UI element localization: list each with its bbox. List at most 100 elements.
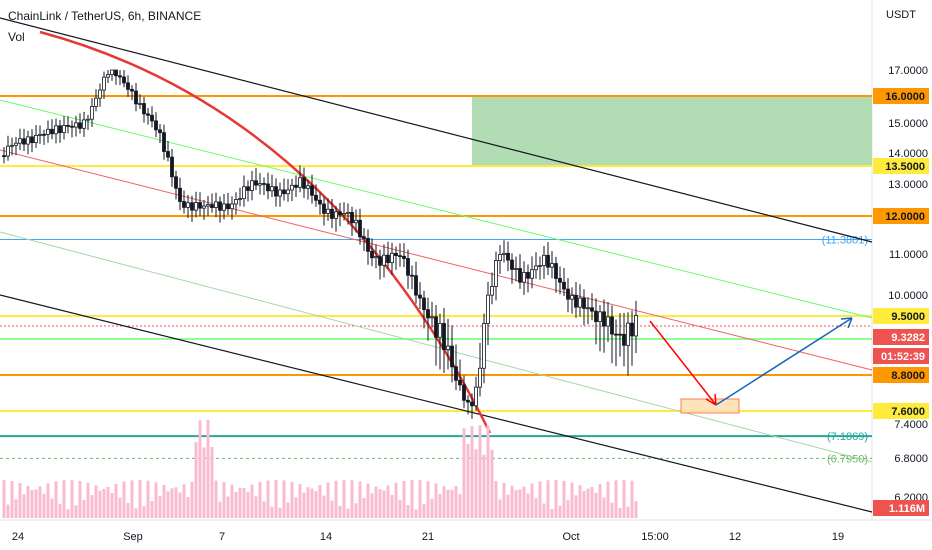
candle[interactable] (250, 180, 254, 191)
candle[interactable] (58, 125, 62, 134)
candle[interactable] (434, 316, 438, 338)
candle[interactable] (206, 204, 210, 207)
candle[interactable] (426, 309, 430, 319)
candle[interactable] (562, 281, 566, 290)
red-trend-line[interactable] (0, 149, 873, 371)
candle[interactable] (254, 180, 258, 186)
candle[interactable] (530, 269, 534, 279)
candle[interactable] (502, 252, 506, 255)
last-price-badge[interactable] (873, 329, 929, 345)
candle[interactable] (630, 322, 634, 337)
candle[interactable] (618, 333, 622, 336)
target-zone[interactable] (472, 95, 872, 166)
candle[interactable] (2, 155, 6, 158)
candle[interactable] (74, 122, 78, 128)
candle[interactable] (114, 69, 118, 77)
candle[interactable] (346, 212, 350, 214)
candle[interactable] (370, 250, 374, 259)
candle[interactable] (366, 238, 370, 252)
candle[interactable] (10, 144, 14, 147)
candle[interactable] (526, 272, 530, 279)
candle[interactable] (402, 255, 406, 259)
candle[interactable] (410, 274, 414, 277)
candle[interactable] (518, 268, 522, 283)
candle[interactable] (534, 265, 538, 271)
candle[interactable] (382, 254, 386, 266)
candle[interactable] (342, 213, 346, 216)
candle[interactable] (106, 74, 110, 78)
candle[interactable] (110, 69, 114, 75)
candle[interactable] (234, 199, 238, 205)
candle[interactable] (566, 288, 570, 300)
candle[interactable] (470, 401, 474, 407)
candle[interactable] (286, 189, 290, 195)
candle[interactable] (598, 311, 602, 322)
candle[interactable] (338, 211, 342, 216)
candle[interactable] (154, 120, 158, 131)
candle[interactable] (290, 184, 294, 191)
candle[interactable] (490, 286, 494, 296)
candle[interactable] (362, 236, 366, 239)
candle[interactable] (474, 386, 478, 407)
candle[interactable] (538, 265, 542, 267)
candle[interactable] (310, 185, 314, 196)
candle[interactable] (542, 254, 546, 266)
candle[interactable] (454, 366, 458, 381)
candle[interactable] (610, 316, 614, 335)
candle[interactable] (150, 114, 154, 122)
candle[interactable] (574, 295, 578, 308)
candle[interactable] (318, 199, 322, 205)
candle[interactable] (278, 189, 282, 197)
candle[interactable] (194, 202, 198, 211)
candle[interactable] (578, 297, 582, 308)
candle[interactable] (482, 323, 486, 369)
candle[interactable] (34, 134, 38, 144)
candle[interactable] (478, 367, 482, 388)
candle[interactable] (218, 201, 222, 211)
candle[interactable] (262, 183, 266, 185)
level-badge[interactable] (873, 403, 929, 419)
candle[interactable] (50, 128, 54, 135)
candle[interactable] (446, 345, 450, 351)
candle[interactable] (246, 186, 250, 191)
candle[interactable] (582, 297, 586, 309)
candle[interactable] (314, 194, 318, 201)
candle[interactable] (510, 259, 514, 270)
candle[interactable] (594, 310, 598, 322)
candle[interactable] (122, 76, 126, 84)
candle[interactable] (158, 129, 162, 134)
candle[interactable] (258, 183, 262, 186)
candle[interactable] (626, 322, 630, 346)
candle[interactable] (554, 263, 558, 279)
candle[interactable] (86, 118, 90, 121)
candle[interactable] (462, 384, 466, 401)
candle[interactable] (146, 113, 150, 116)
candle[interactable] (82, 119, 86, 129)
candle[interactable] (102, 76, 106, 91)
candle[interactable] (302, 177, 306, 189)
candle[interactable] (78, 122, 82, 129)
candle[interactable] (558, 278, 562, 283)
candle[interactable] (242, 186, 246, 200)
candle[interactable] (174, 176, 178, 189)
candle[interactable] (414, 275, 418, 296)
candle[interactable] (22, 138, 26, 145)
channel-bottom-line[interactable] (0, 294, 873, 513)
candle[interactable] (210, 204, 214, 208)
candle[interactable] (142, 103, 146, 115)
candle[interactable] (326, 208, 330, 214)
candle[interactable] (38, 133, 42, 136)
candle[interactable] (330, 208, 334, 219)
candle[interactable] (6, 145, 10, 157)
candle[interactable] (506, 252, 510, 261)
candle[interactable] (266, 183, 270, 192)
up-arrow-line[interactable] (715, 317, 853, 406)
candle[interactable] (358, 219, 362, 238)
candle[interactable] (438, 323, 442, 338)
candle[interactable] (622, 333, 626, 346)
candle[interactable] (182, 201, 186, 208)
candle[interactable] (130, 88, 134, 92)
candle[interactable] (138, 103, 142, 105)
candle[interactable] (590, 307, 594, 312)
candle[interactable] (466, 399, 470, 403)
